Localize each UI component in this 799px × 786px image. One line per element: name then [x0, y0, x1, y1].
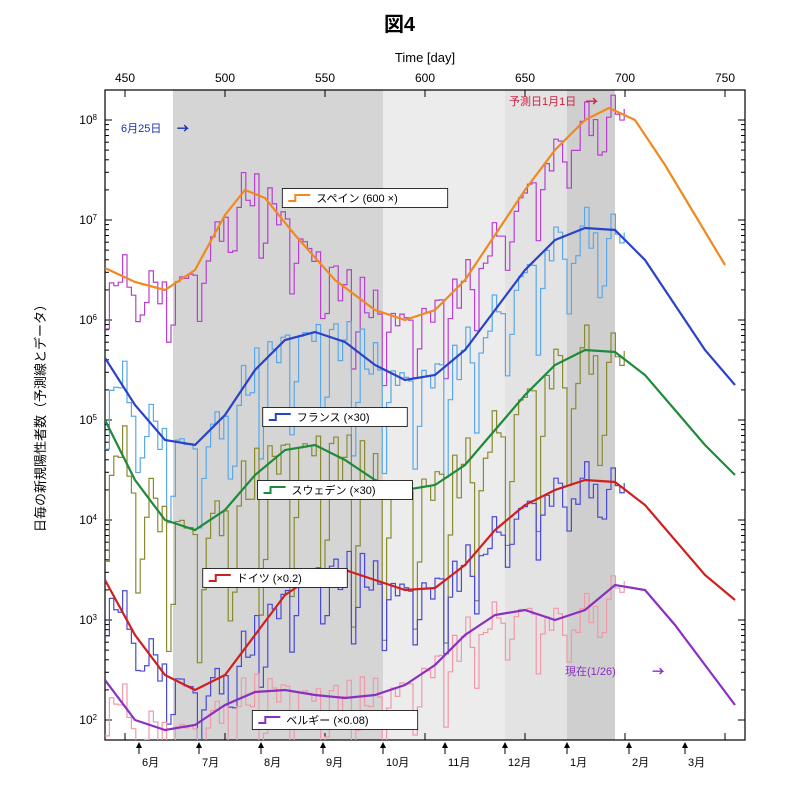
svg-text:650: 650 [515, 71, 535, 85]
annotation: 現在(1/26) [565, 665, 663, 678]
svg-text:700: 700 [615, 71, 635, 85]
svg-text:1月: 1月 [570, 757, 587, 769]
svg-text:現在(1/26): 現在(1/26) [565, 665, 616, 678]
svg-text:104: 104 [79, 513, 97, 528]
svg-text:7月: 7月 [202, 757, 219, 769]
svg-text:スウェデン (×30): スウェデン (×30) [292, 483, 376, 497]
legend-box: ベルギー (×0.08) [252, 711, 417, 730]
svg-text:107: 107 [79, 213, 97, 228]
svg-text:12月: 12月 [508, 757, 531, 769]
chart-svg: 450 500 550 600 650 700 750 Time [day] 6月 7月 8月 9月 1… [0, 0, 799, 786]
svg-text:予測日1月1日: 予測日1月1日 [509, 94, 576, 108]
svg-text:スペイン (600 ×): スペイン (600 ×) [316, 193, 397, 205]
legend-box: ドイツ (×0.2) [203, 569, 348, 588]
svg-text:2月: 2月 [632, 757, 649, 769]
svg-text:ドイツ (×0.2): ドイツ (×0.2) [237, 573, 302, 585]
legend-box: スウェデン (×30) [258, 481, 413, 500]
svg-text:102: 102 [79, 713, 97, 728]
svg-text:3月: 3月 [688, 757, 705, 769]
svg-text:450: 450 [115, 71, 135, 85]
svg-text:フランス (×30): フランス (×30) [297, 412, 370, 424]
svg-text:500: 500 [215, 71, 235, 85]
svg-text:11月: 11月 [448, 757, 470, 769]
svg-text:750: 750 [715, 71, 735, 85]
svg-text:600: 600 [415, 71, 435, 85]
svg-text:8月: 8月 [264, 757, 281, 769]
svg-text:6月25日: 6月25日 [121, 123, 161, 135]
svg-text:日毎の新規陽性者数（予測線とデータ）: 日毎の新規陽性者数（予測線とデータ） [33, 298, 48, 532]
legend-box: スペイン (600 ×) [282, 189, 447, 208]
svg-text:106: 106 [79, 313, 97, 328]
svg-text:ベルギー (×0.08): ベルギー (×0.08) [286, 714, 368, 727]
svg-text:103: 103 [79, 613, 97, 628]
svg-text:105: 105 [79, 413, 97, 428]
svg-text:Time [day]: Time [day] [395, 50, 455, 65]
svg-text:550: 550 [315, 71, 335, 85]
svg-text:10月: 10月 [386, 757, 409, 769]
chart-title: 図4 [0, 8, 799, 37]
svg-text:9月: 9月 [326, 757, 343, 769]
legend-box: フランス (×30) [263, 408, 408, 427]
svg-text:6月: 6月 [142, 757, 159, 769]
svg-text:108: 108 [79, 113, 97, 128]
